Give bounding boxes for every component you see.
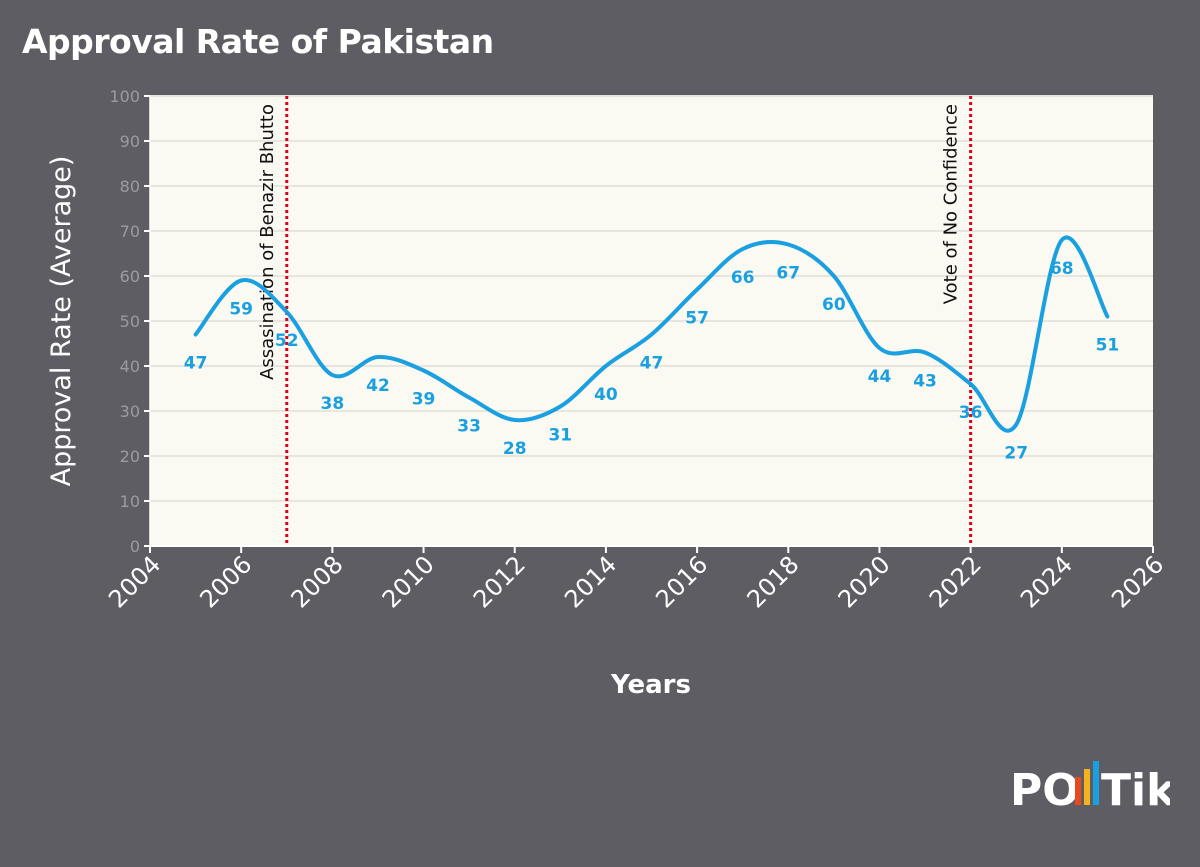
data-label: 52: [275, 331, 299, 351]
y-tick-label: 10: [120, 492, 140, 511]
data-label: 60: [822, 295, 846, 315]
data-label: 33: [457, 417, 481, 437]
y-tick-label: 40: [120, 357, 140, 376]
chart-title: Approval Rate of Pakistan: [22, 22, 494, 61]
data-label: 31: [548, 426, 572, 446]
logo-bar-blue: [1093, 761, 1099, 805]
x-tick-label: 2024: [1015, 550, 1078, 613]
y-tick-label: 50: [120, 312, 140, 331]
annotation-label: Assasination of Benazir Bhutto: [257, 104, 278, 380]
x-tick-label: 2008: [286, 550, 349, 613]
x-tick-label: 2016: [650, 550, 713, 613]
logo-bar-yellow: [1084, 769, 1090, 805]
data-label: 44: [868, 367, 892, 387]
y-tick-label: 100: [109, 87, 140, 106]
logo-text-tik: Tik: [1101, 765, 1170, 815]
x-tick-label: 2026: [1106, 550, 1169, 613]
x-tick-label: 2022: [924, 550, 987, 613]
x-tick-label: 2014: [559, 550, 622, 613]
data-label: 39: [412, 390, 436, 410]
y-tick-label: 60: [120, 267, 140, 286]
data-label: 36: [959, 403, 983, 423]
data-label: 27: [1004, 444, 1028, 464]
logo-text-po: PO: [1010, 765, 1080, 815]
data-label: 47: [640, 354, 664, 374]
y-tick-label: 70: [120, 222, 140, 241]
data-label: 68: [1050, 259, 1074, 279]
x-axis-label: Years: [610, 670, 691, 700]
data-label: 67: [776, 264, 800, 284]
y-tick-label: 0: [130, 537, 140, 556]
data-label: 28: [503, 439, 527, 459]
series-line: [193, 235, 1110, 433]
data-label: 38: [321, 394, 345, 414]
annotation-label: Vote of No Confidence: [941, 104, 962, 304]
x-tick-label: 2020: [833, 550, 896, 613]
data-label: 40: [594, 385, 618, 405]
data-label: 43: [913, 372, 937, 392]
data-labels: 47 59 52 38 42 39 33 28 31 40 47 57 66 67 60 44 43 36 27 68…: [184, 259, 1119, 464]
x-tick-label: 2006: [194, 550, 257, 613]
annotations: Assasination of Benazir Bhutto Vote of No…: [257, 96, 973, 546]
x-tick-label: 2018: [742, 550, 805, 613]
x-tick-label: 2010: [377, 550, 440, 613]
x-axis-ticks: 2004 2006 2008 2010 2012 2014 2016 2018 2020 2022…: [103, 546, 1169, 613]
y-axis-label: Approval Rate (Average): [46, 156, 77, 487]
data-label: 57: [685, 309, 709, 329]
x-tick-label: 2012: [468, 550, 531, 613]
data-label: 42: [366, 376, 390, 396]
y-tick-label: 30: [120, 402, 140, 421]
politik-logo: PO Tik: [1010, 761, 1170, 815]
logo-bar-orange: [1075, 777, 1081, 805]
y-axis-ticks: 0 10 20 30 40 50 60 70 80 90 100: [109, 87, 150, 556]
data-label: 47: [184, 354, 208, 374]
data-label: 66: [731, 268, 755, 288]
x-tick-label: 2004: [103, 550, 166, 613]
data-label: 59: [229, 300, 253, 320]
y-tick-label: 20: [120, 447, 140, 466]
y-tick-label: 80: [120, 177, 140, 196]
y-tick-label: 90: [120, 132, 140, 151]
data-label: 51: [1096, 336, 1120, 356]
